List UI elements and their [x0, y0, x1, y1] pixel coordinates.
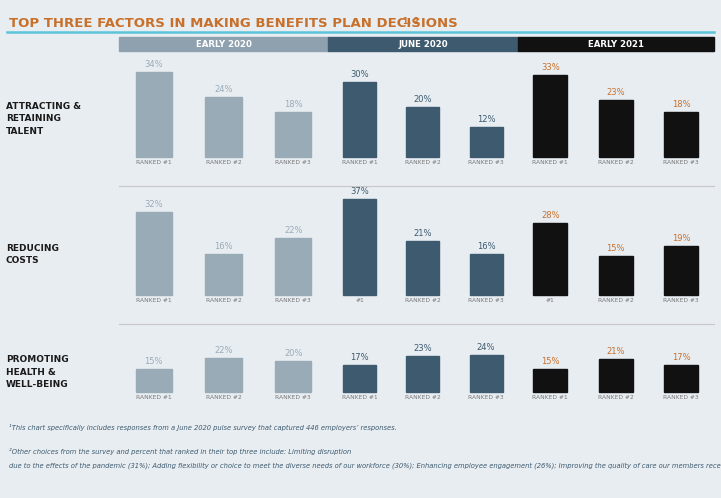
- Text: PROMOTING
HEALTH &
WELL-BEING: PROMOTING HEALTH & WELL-BEING: [6, 355, 68, 389]
- Text: EARLY 2020: EARLY 2020: [195, 40, 252, 49]
- Text: 30%: 30%: [350, 70, 369, 79]
- Bar: [328, 37, 518, 51]
- Text: 19%: 19%: [672, 234, 690, 243]
- Text: RANKED #2: RANKED #2: [405, 160, 441, 165]
- Text: RANKED #3: RANKED #3: [468, 298, 504, 303]
- Text: TOP THREE FACTORS IN MAKING BENEFITS PLAN DECISIONS: TOP THREE FACTORS IN MAKING BENEFITS PLA…: [9, 17, 457, 30]
- Text: due to the effects of the pandemic (31%); Adding flexibility or choice to meet t: due to the effects of the pandemic (31%)…: [9, 462, 721, 469]
- Bar: [598, 100, 633, 157]
- Text: 1, 2: 1, 2: [403, 17, 419, 26]
- Bar: [205, 358, 242, 392]
- Bar: [136, 369, 172, 392]
- Bar: [136, 212, 172, 295]
- Text: RANKED #1: RANKED #1: [533, 160, 568, 165]
- Bar: [534, 75, 567, 157]
- Text: RANKED #2: RANKED #2: [205, 298, 242, 303]
- Text: ²Other choices from the survey and percent that ranked in their top three includ: ²Other choices from the survey and perce…: [9, 448, 351, 455]
- Text: 16%: 16%: [477, 242, 495, 250]
- Text: ¹This chart specifically includes responses from a June 2020 pulse survey that c: ¹This chart specifically includes respon…: [9, 424, 397, 431]
- Bar: [343, 366, 376, 392]
- Text: 24%: 24%: [477, 343, 495, 352]
- Bar: [664, 246, 698, 295]
- Text: 33%: 33%: [541, 63, 559, 72]
- Bar: [534, 223, 567, 295]
- Text: RANKED #3: RANKED #3: [275, 298, 311, 303]
- Bar: [598, 256, 633, 295]
- Text: RANKED #2: RANKED #2: [598, 395, 634, 400]
- Text: 21%: 21%: [606, 347, 625, 356]
- Text: 15%: 15%: [145, 357, 163, 366]
- Text: 34%: 34%: [144, 60, 163, 69]
- Text: 37%: 37%: [350, 187, 369, 197]
- Text: RANKED #1: RANKED #1: [136, 298, 172, 303]
- Bar: [136, 72, 172, 157]
- Text: EARLY 2021: EARLY 2021: [588, 40, 644, 49]
- Bar: [469, 127, 503, 157]
- Text: 21%: 21%: [414, 229, 432, 238]
- Text: 20%: 20%: [414, 95, 432, 104]
- Text: RANKED #2: RANKED #2: [598, 160, 634, 165]
- Text: RANKED #1: RANKED #1: [533, 395, 568, 400]
- Bar: [664, 366, 698, 392]
- Text: 12%: 12%: [477, 115, 495, 124]
- Text: 17%: 17%: [350, 354, 369, 363]
- Text: RANKED #3: RANKED #3: [663, 395, 699, 400]
- Bar: [407, 241, 439, 295]
- Bar: [205, 253, 242, 295]
- Text: 32%: 32%: [144, 200, 163, 209]
- Text: RANKED #2: RANKED #2: [405, 395, 441, 400]
- Text: RANKED #3: RANKED #3: [275, 395, 311, 400]
- Text: RANKED #3: RANKED #3: [468, 395, 504, 400]
- Text: ATTRACTING &
RETAINING
TALENT: ATTRACTING & RETAINING TALENT: [6, 102, 81, 135]
- Text: RANKED #1: RANKED #1: [342, 395, 378, 400]
- Bar: [275, 112, 311, 157]
- Bar: [598, 359, 633, 392]
- Bar: [343, 82, 376, 157]
- Text: 15%: 15%: [541, 357, 559, 366]
- Bar: [275, 361, 311, 392]
- Text: RANKED #3: RANKED #3: [663, 160, 699, 165]
- Bar: [407, 107, 439, 157]
- Text: RANKED #3: RANKED #3: [275, 160, 311, 165]
- Text: RANKED #2: RANKED #2: [405, 298, 441, 303]
- Text: REDUCING
COSTS: REDUCING COSTS: [6, 244, 58, 265]
- Text: JUNE 2020: JUNE 2020: [398, 40, 448, 49]
- Text: 23%: 23%: [606, 88, 625, 97]
- Text: RANKED #2: RANKED #2: [598, 298, 634, 303]
- Text: 22%: 22%: [214, 346, 233, 355]
- Text: 18%: 18%: [672, 100, 691, 109]
- Text: #1: #1: [546, 298, 554, 303]
- Text: 28%: 28%: [541, 211, 559, 220]
- Text: RANKED #1: RANKED #1: [136, 395, 172, 400]
- Bar: [407, 356, 439, 392]
- Text: 22%: 22%: [284, 226, 302, 235]
- Text: RANKED #2: RANKED #2: [205, 160, 242, 165]
- Text: RANKED #3: RANKED #3: [468, 160, 504, 165]
- Text: 16%: 16%: [214, 242, 233, 250]
- Text: 20%: 20%: [284, 349, 302, 358]
- Bar: [469, 355, 503, 392]
- Bar: [343, 200, 376, 295]
- Bar: [205, 97, 242, 157]
- Bar: [664, 112, 698, 157]
- Text: 17%: 17%: [672, 354, 691, 363]
- Bar: [534, 369, 567, 392]
- Bar: [275, 238, 311, 295]
- Text: #1: #1: [355, 298, 364, 303]
- Text: 18%: 18%: [284, 100, 303, 109]
- Bar: [119, 37, 328, 51]
- Bar: [518, 37, 714, 51]
- Text: RANKED #3: RANKED #3: [663, 298, 699, 303]
- Text: 23%: 23%: [414, 344, 432, 353]
- Text: RANKED #1: RANKED #1: [342, 160, 378, 165]
- Bar: [469, 253, 503, 295]
- Text: 15%: 15%: [606, 244, 625, 253]
- Text: RANKED #1: RANKED #1: [136, 160, 172, 165]
- Text: RANKED #2: RANKED #2: [205, 395, 242, 400]
- Text: 24%: 24%: [214, 85, 233, 94]
